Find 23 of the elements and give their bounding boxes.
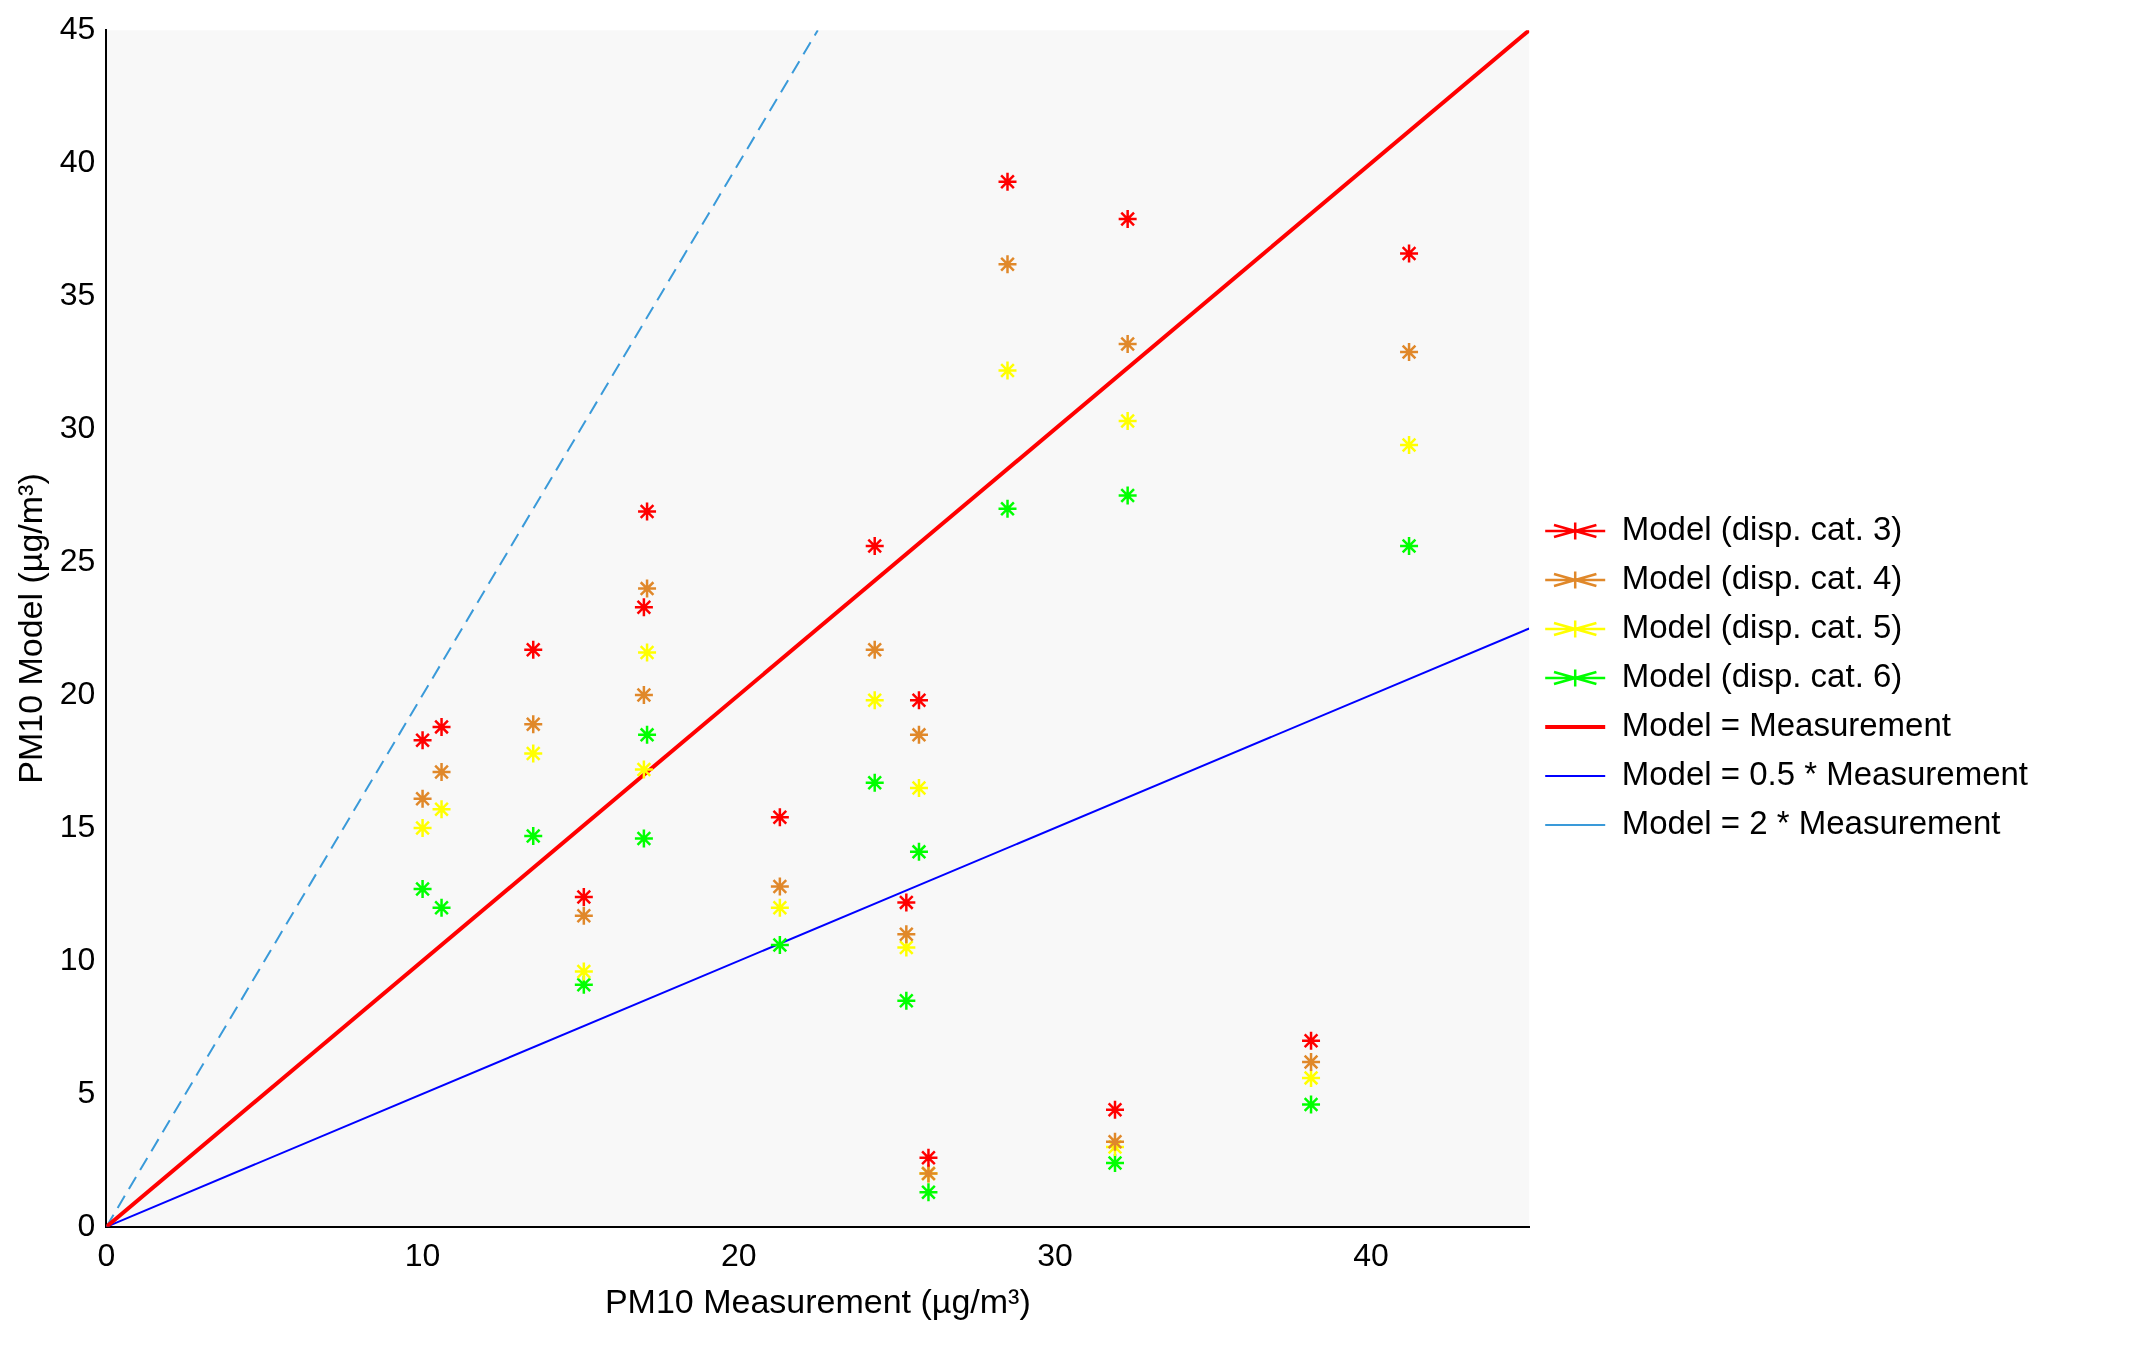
y-tick-label: 5 — [77, 1073, 96, 1110]
legend-label: Model (disp. cat. 4) — [1621, 559, 1903, 597]
x-tick-label: 40 — [1353, 1236, 1389, 1273]
y-tick-label: 45 — [59, 10, 96, 47]
x-tick-label: 20 — [720, 1236, 757, 1273]
x-axis-title: PM10 Measurement (µg/m³) — [604, 1281, 1031, 1320]
legend-label: Model (disp. cat. 6) — [1621, 657, 1903, 695]
y-tick-label: 30 — [59, 408, 96, 445]
y-tick-label: 10 — [59, 940, 96, 977]
y-axis-title: PM10 Model (µg/m³) — [10, 473, 49, 784]
x-tick-label: 10 — [404, 1236, 441, 1273]
x-tick-label: 30 — [1037, 1236, 1073, 1273]
legend-label: Model (disp. cat. 5) — [1621, 608, 1903, 646]
legend-label: Model = 0.5 * Measurement — [1621, 755, 2028, 793]
y-tick-label: 20 — [59, 674, 96, 711]
legend-label: Model (disp. cat. 3) — [1621, 510, 1903, 548]
legend-label: Model = Measurement — [1621, 706, 1951, 744]
y-tick-label: 35 — [59, 275, 96, 312]
y-tick-label: 40 — [59, 142, 96, 179]
y-tick-label: 25 — [59, 541, 96, 578]
legend-label: Model = 2 * Measurement — [1621, 804, 2001, 842]
y-tick-label: 0 — [77, 1206, 96, 1243]
y-tick-label: 15 — [59, 807, 96, 844]
